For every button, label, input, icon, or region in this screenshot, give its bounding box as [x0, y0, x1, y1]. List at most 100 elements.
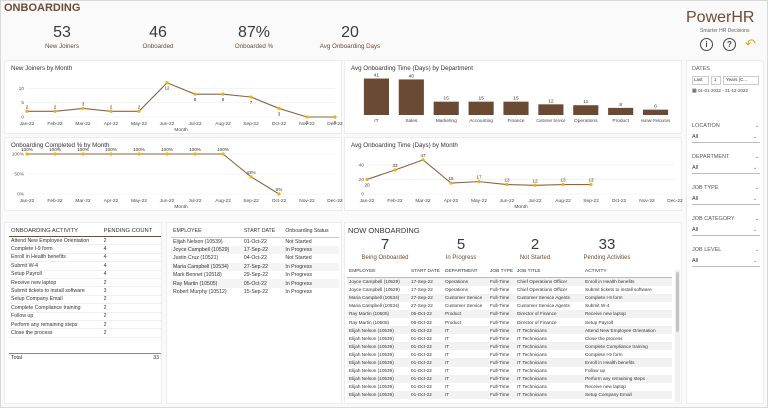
slicer-dropdown[interactable]: All	[692, 134, 760, 143]
table-row[interactable]: Elijah Nelson (10539) 01-Oct-22 IT Full-Tim…	[347, 326, 672, 335]
table-row[interactable]: Joyce Campbell (10529) 17-Sep-22 In Progre…	[171, 245, 339, 255]
slicer-dropdown[interactable]: All	[692, 258, 760, 267]
x-tick-label: Feb-22	[387, 198, 403, 204]
table-cell: Ray Martin (10505)	[349, 311, 390, 317]
dates-label: DATES	[692, 66, 710, 72]
table-row[interactable]: Ray Martin (10505) 05-Oct-22 Product Full-T…	[347, 317, 672, 327]
table-cell: Customer Service Agents	[517, 295, 570, 301]
bar	[642, 109, 669, 115]
table-row[interactable]: Robert Murphy (10512) 15-Sep-22 In Progres…	[171, 287, 339, 297]
col-header-activity[interactable]: ONBOARDING ACTIVITY	[11, 228, 78, 234]
pending-count: 4	[103, 271, 107, 278]
table-row[interactable]: Ray Martin (10505) 05-Oct-22 In Progress	[171, 279, 339, 288]
slicer-dropdown[interactable]: All	[692, 165, 760, 174]
table-cell: Complete I-9 form	[585, 295, 623, 301]
col-header[interactable]: EMPLOYEE	[349, 269, 376, 274]
chart-title: New Joiners by Month	[11, 65, 73, 72]
slicer-dropdown[interactable]: All	[692, 196, 760, 205]
table-cell: Full-Time	[490, 368, 510, 374]
table-cell: Full-Time	[490, 376, 510, 382]
table-cell: Full-Time	[490, 343, 510, 349]
bar	[398, 79, 424, 115]
employee-status-table: EMPLOYEE START DATE Onboarding Status El…	[171, 228, 339, 297]
period-type-select[interactable]: Years (C...	[723, 76, 759, 85]
table-row[interactable]: Maria Campbell (10534) 27-Sep-22 Customer …	[347, 293, 672, 302]
table-cell: Maria Campbell (10534)	[349, 303, 400, 309]
table-cell: Chief Operations Officer	[517, 279, 568, 285]
data-point	[533, 183, 537, 187]
table-row[interactable]: Elijah Nelson (10539) 01-Oct-22 IT Full-Tim…	[347, 374, 672, 383]
data-label: 43%	[246, 170, 255, 175]
data-label: 13	[588, 178, 594, 183]
data-point	[193, 152, 197, 156]
activity-name: Complete Compliance training	[11, 304, 81, 311]
chart-new-joiners: New Joiners by Month 10 5 0 Jan-22 Feb-22 Mar…	[4, 60, 343, 134]
table-row[interactable]: Ray Martin (10505) 05-Oct-22 Product Full-T…	[347, 309, 672, 318]
table-row[interactable]: Justin Cruz (10521) 04-Oct-22 Not Started	[171, 254, 339, 263]
table-row[interactable]: Maria Campbell (10534) 27-Sep-22 In Progre…	[171, 262, 339, 272]
bar	[433, 101, 459, 115]
col-header[interactable]: START DATE	[411, 269, 440, 274]
table-row[interactable]: Elijah Nelson (10539) 01-Oct-22 IT Full-Tim…	[347, 358, 672, 367]
pending-count: 2	[103, 296, 107, 303]
col-header[interactable]: DEPARTMENT	[445, 269, 478, 274]
pending-count: 3	[103, 288, 107, 295]
table-row[interactable]: Joyce Campbell (10529) 17-Sep-22 Operation…	[347, 277, 672, 286]
x-tick-label: Feb-22	[47, 121, 63, 127]
table-row: Complete I-9 form 4	[9, 245, 161, 254]
kpi-label: Onboarded %	[234, 43, 274, 50]
table-row[interactable]: Elijah Nelson (10539) 01-Oct-22 IT Full-Tim…	[347, 366, 672, 375]
brand-logo: PowerHR	[686, 9, 755, 26]
table-row[interactable]: Elijah Nelson (10539) 01-Oct-22 IT Full-Tim…	[347, 342, 672, 351]
table-cell: Joyce Campbell (10529)	[349, 287, 400, 293]
period-num-input[interactable]: 1	[711, 76, 721, 85]
table-cell: Maria Campbell (10534)	[349, 295, 400, 301]
kpi-label: Onboarded	[142, 43, 174, 50]
table-row[interactable]: Maria Campbell (10534) 27-Sep-22 Customer …	[347, 301, 672, 310]
y-tick-label: 40	[359, 162, 365, 168]
table-row[interactable]: Elijah Nelson (10539) 01-Oct-22 IT Full-Tim…	[347, 382, 672, 391]
chevron-down-icon: ⌄	[753, 134, 758, 140]
kpi-value: 53	[53, 24, 71, 41]
table-row[interactable]: Elijah Nelson (10539) 01-Oct-22 IT Full-Tim…	[347, 390, 672, 399]
chart-title: Avg Onboarding Time (Days) by Department	[351, 65, 473, 72]
col-header[interactable]: JOB TITLE	[517, 269, 541, 274]
slicer-dropdown[interactable]: All	[692, 227, 760, 236]
table-scrollbar[interactable]	[675, 270, 680, 402]
avg-time-dept-bar-chart: 41 IT 40 Sales 15 Marketing 15 Accounting 15 Fina…	[363, 73, 671, 124]
x-tick-label: Jun-22	[160, 198, 175, 204]
activity-name: Enroll in Health benefits	[11, 254, 66, 261]
col-header[interactable]: JOB TYPE	[490, 269, 514, 274]
data-point	[25, 152, 29, 156]
table-row[interactable]: Mark Bennet (10518) 29-Sep-22 In Progress	[171, 271, 339, 280]
table-cell: IT	[445, 351, 450, 357]
col-header-status[interactable]: Onboarding Status	[285, 228, 329, 234]
period-unit-select[interactable]: Last	[692, 76, 709, 85]
col-header-start-date[interactable]: START DATE	[243, 228, 276, 234]
x-tick-label: Jul-22	[188, 198, 201, 204]
table-row[interactable]: Elijah Nelson (10539) 01-Oct-22 Not Starte…	[171, 237, 339, 246]
chart-completed-pct: Onboarding Completed % by Month 100% 50% 0…	[4, 137, 343, 211]
chevron-down-icon: ⌄	[753, 227, 758, 233]
col-header-pending[interactable]: PENDING COUNT	[103, 228, 153, 234]
help-icon[interactable]: ?	[723, 38, 736, 51]
now-kpi-label: Being Onboarded	[361, 255, 409, 261]
data-label: 12	[164, 86, 170, 91]
table-cell: Attend New Employee Orientation	[585, 327, 656, 333]
undo-icon[interactable]: ↶	[745, 36, 756, 51]
col-header[interactable]: ACTIVITY	[585, 269, 607, 274]
col-header-employee[interactable]: EMPLOYEE	[173, 228, 202, 234]
table-row[interactable]: Elijah Nelson (10539) 01-Oct-22 IT Full-Tim…	[347, 350, 672, 359]
calendar-icon[interactable]: ▦	[692, 88, 697, 94]
data-label: 2	[26, 104, 29, 109]
chevron-down-icon: ⌄	[753, 258, 758, 264]
table-row[interactable]: Joyce Campbell (10529) 17-Sep-22 Operation…	[347, 285, 672, 294]
data-point	[421, 158, 425, 162]
bar	[503, 101, 529, 115]
info-icon[interactable]: i	[700, 38, 713, 51]
scrollbar-thumb[interactable]	[676, 272, 679, 332]
table-row[interactable]: Elijah Nelson (10539) 01-Oct-22 IT Full-Tim…	[347, 334, 672, 343]
slicer-label: JOB TYPE	[692, 185, 719, 191]
table-cell: 01-Oct-22	[411, 384, 432, 390]
table-cell: Full-Time	[490, 327, 510, 333]
